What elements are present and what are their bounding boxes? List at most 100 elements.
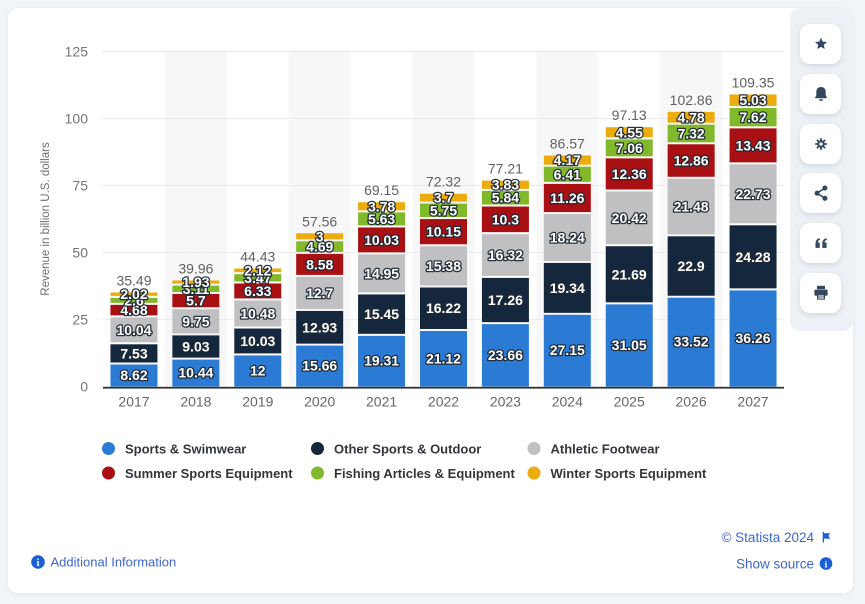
svg-text:4.69: 4.69: [306, 239, 333, 255]
svg-text:8.62: 8.62: [120, 367, 147, 383]
svg-text:3.83: 3.83: [492, 177, 519, 193]
svg-text:14.95: 14.95: [364, 265, 399, 281]
svg-text:75: 75: [72, 178, 88, 194]
svg-text:7.32: 7.32: [677, 126, 704, 142]
svg-text:31.05: 31.05: [612, 337, 647, 353]
svg-text:10.03: 10.03: [240, 333, 275, 349]
svg-text:7.06: 7.06: [616, 140, 643, 156]
svg-text:3.11: 3.11: [183, 281, 210, 297]
svg-text:3.7: 3.7: [434, 190, 454, 206]
svg-text:7.62: 7.62: [739, 109, 766, 125]
svg-text:2.6: 2.6: [124, 292, 144, 308]
svg-text:15.45: 15.45: [364, 306, 399, 322]
svg-text:25: 25: [72, 312, 88, 328]
svg-text:86.57: 86.57: [550, 136, 585, 152]
svg-text:44.43: 44.43: [240, 249, 275, 265]
svg-text:5.63: 5.63: [368, 211, 395, 227]
svg-text:3.47: 3.47: [244, 270, 271, 286]
svg-text:Fishing Articles & Equipment: Fishing Articles & Equipment: [334, 466, 515, 481]
svg-text:22.73: 22.73: [735, 186, 770, 202]
svg-text:5.75: 5.75: [430, 202, 457, 218]
svg-text:50: 50: [72, 245, 88, 261]
svg-text:i: i: [37, 558, 40, 569]
svg-text:4.68: 4.68: [120, 302, 147, 318]
svg-text:19.34: 19.34: [550, 280, 585, 296]
svg-text:4.55: 4.55: [616, 124, 643, 140]
svg-text:39.96: 39.96: [178, 261, 213, 277]
svg-text:13.43: 13.43: [735, 137, 770, 153]
svg-text:12.93: 12.93: [302, 319, 337, 335]
svg-text:12.36: 12.36: [612, 166, 647, 182]
svg-text:12.7: 12.7: [306, 285, 333, 301]
svg-text:21.69: 21.69: [612, 266, 647, 282]
svg-text:19.31: 19.31: [364, 353, 399, 369]
svg-text:6.33: 6.33: [244, 283, 271, 299]
svg-text:3: 3: [316, 228, 324, 244]
svg-text:20.42: 20.42: [612, 210, 647, 226]
svg-text:2024: 2024: [552, 394, 583, 410]
svg-text:11.26: 11.26: [550, 190, 584, 206]
svg-text:9.75: 9.75: [182, 313, 209, 329]
svg-text:23.66: 23.66: [488, 347, 523, 363]
svg-text:3.78: 3.78: [368, 198, 395, 214]
svg-text:15.66: 15.66: [302, 358, 337, 374]
svg-text:2022: 2022: [428, 394, 459, 410]
svg-text:2018: 2018: [180, 394, 211, 410]
svg-text:10.04: 10.04: [116, 322, 151, 338]
svg-text:5.03: 5.03: [739, 92, 766, 108]
svg-text:97.13: 97.13: [612, 107, 647, 123]
svg-text:7.53: 7.53: [120, 345, 147, 361]
svg-text:2021: 2021: [366, 394, 397, 410]
svg-text:16.22: 16.22: [426, 300, 461, 316]
svg-text:10.3: 10.3: [492, 211, 519, 227]
svg-text:16.32: 16.32: [488, 247, 523, 263]
svg-text:2027: 2027: [737, 394, 768, 410]
svg-text:2017: 2017: [118, 394, 149, 410]
svg-text:12.86: 12.86: [674, 153, 709, 169]
svg-text:4.17: 4.17: [554, 152, 581, 168]
svg-text:72.32: 72.32: [426, 174, 461, 190]
svg-text:10.03: 10.03: [364, 232, 399, 248]
svg-text:33.52: 33.52: [674, 334, 709, 350]
svg-text:22.9: 22.9: [677, 258, 704, 274]
svg-text:10.15: 10.15: [426, 224, 461, 240]
svg-text:35.49: 35.49: [116, 273, 151, 289]
svg-text:21.12: 21.12: [426, 350, 461, 366]
svg-text:© Statista 2024: © Statista 2024: [721, 530, 814, 545]
svg-text:102.86: 102.86: [670, 92, 713, 108]
svg-text:0: 0: [80, 379, 88, 395]
svg-text:69.15: 69.15: [364, 182, 399, 198]
svg-text:17.26: 17.26: [488, 292, 523, 308]
svg-text:10.48: 10.48: [240, 306, 275, 322]
svg-text:10.44: 10.44: [178, 365, 213, 381]
svg-text:i: i: [825, 561, 828, 571]
svg-text:6.41: 6.41: [554, 166, 581, 182]
svg-text:5.84: 5.84: [492, 190, 519, 206]
svg-text:2019: 2019: [242, 394, 273, 410]
svg-text:Other Sports & Outdoor: Other Sports & Outdoor: [334, 442, 481, 457]
svg-text:5.7: 5.7: [186, 293, 206, 309]
svg-text:125: 125: [65, 44, 89, 60]
svg-text:109.35: 109.35: [732, 75, 775, 91]
svg-text:Athletic Footwear: Athletic Footwear: [551, 442, 660, 457]
svg-text:36.26: 36.26: [735, 330, 770, 346]
svg-text:1.93: 1.93: [182, 274, 209, 290]
svg-text:100: 100: [65, 111, 89, 127]
svg-text:18.24: 18.24: [550, 230, 585, 246]
svg-text:Revenue in billion U.S. dollar: Revenue in billion U.S. dollars: [40, 142, 52, 296]
svg-text:57.56: 57.56: [302, 213, 337, 229]
svg-text:2023: 2023: [490, 394, 521, 410]
svg-text:21.48: 21.48: [674, 199, 709, 215]
svg-text:Additional Information: Additional Information: [51, 555, 177, 570]
svg-text:27.15: 27.15: [550, 342, 585, 358]
svg-text:Sports & Swimwear: Sports & Swimwear: [125, 442, 246, 457]
svg-text:2020: 2020: [304, 394, 335, 410]
svg-text:8.58: 8.58: [306, 256, 333, 272]
svg-text:24.28: 24.28: [735, 249, 770, 265]
svg-text:9.03: 9.03: [182, 339, 209, 355]
svg-text:4.78: 4.78: [677, 109, 704, 125]
svg-text:Winter Sports Equipment: Winter Sports Equipment: [551, 466, 708, 481]
svg-text:12: 12: [250, 363, 266, 379]
svg-text:2.02: 2.02: [120, 286, 147, 302]
svg-text:15.38: 15.38: [426, 258, 461, 274]
